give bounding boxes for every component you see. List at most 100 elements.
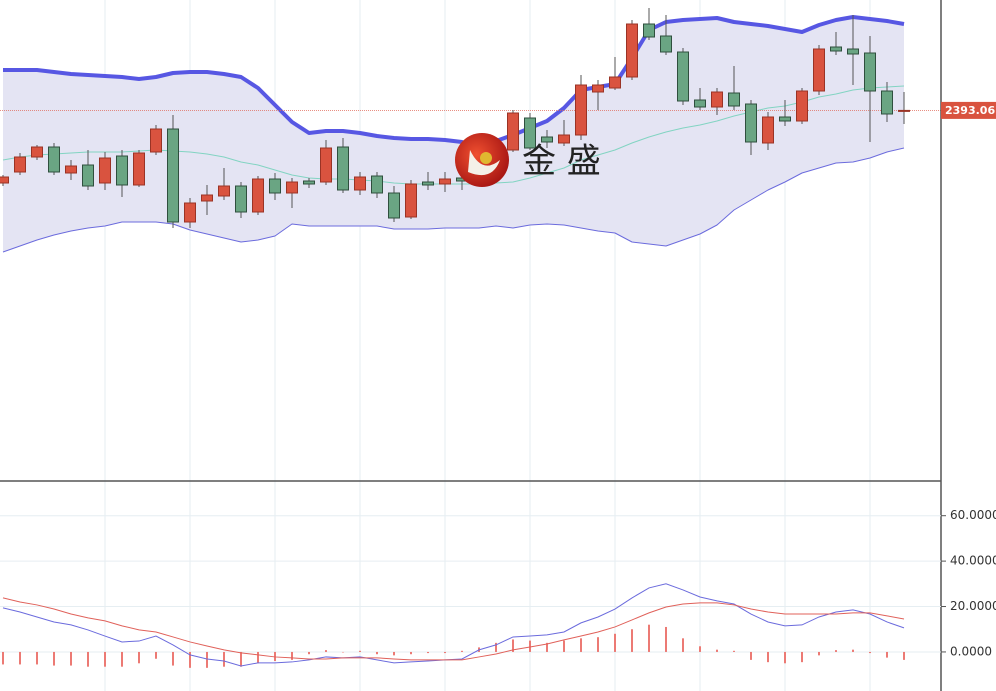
candle-body	[99, 157, 111, 184]
candle-body	[405, 183, 417, 218]
logo: 金 盛	[455, 133, 601, 187]
candle-body	[14, 156, 26, 173]
histogram-bar	[444, 651, 446, 654]
candle-body	[847, 48, 859, 55]
candle-body	[881, 90, 893, 115]
histogram-bar	[563, 640, 565, 652]
candle-body	[864, 52, 876, 92]
candle-body	[133, 152, 145, 186]
candle-body	[575, 84, 587, 136]
candle-body	[507, 112, 519, 151]
histogram-bar	[70, 651, 72, 666]
candle-body	[558, 134, 570, 144]
histogram-bar	[631, 629, 633, 652]
y-tick-label: 40.0000	[950, 554, 996, 568]
candle-body	[320, 147, 332, 183]
candle-body	[898, 109, 910, 112]
histogram-bar	[291, 651, 293, 660]
histogram-bar	[461, 650, 463, 652]
histogram-bar	[257, 651, 259, 664]
candle-body	[269, 178, 281, 194]
histogram-bar	[784, 651, 786, 664]
histogram-bar	[206, 651, 208, 668]
candle-body	[626, 23, 638, 78]
histogram-bar	[665, 626, 667, 652]
y-tick-label: 60.0000	[950, 508, 996, 522]
histogram-bar	[546, 642, 548, 652]
candle-body	[201, 194, 213, 202]
histogram-bar	[189, 651, 191, 668]
candle-body	[745, 103, 757, 143]
candle-body	[779, 116, 791, 122]
histogram-bar	[512, 639, 514, 652]
y-tick-label: 20.0000	[950, 599, 996, 613]
histogram-bar	[767, 651, 769, 663]
histogram-bar	[801, 651, 803, 663]
candle-body	[796, 90, 808, 122]
y-tick-label: 0.0000	[950, 644, 992, 658]
candle-body	[48, 146, 60, 173]
macd-panel: 60.0000 40.0000 20.0000 0.0000	[0, 508, 996, 668]
candle-body	[252, 178, 264, 213]
candle-body	[643, 23, 655, 38]
histogram-bar	[410, 651, 412, 655]
candle-body	[116, 155, 128, 186]
price-label-box	[941, 101, 996, 119]
candle-body	[0, 176, 9, 184]
histogram-bar	[580, 638, 582, 652]
band-line	[2, 147, 905, 253]
candle-body	[150, 128, 162, 153]
histogram-bar	[376, 651, 378, 655]
candle-body	[286, 181, 298, 194]
histogram-bar	[716, 649, 718, 652]
candle-body	[677, 51, 689, 102]
histogram-bar	[427, 651, 429, 654]
candle-body	[813, 48, 825, 92]
candle-body	[422, 181, 434, 186]
histogram-bar	[818, 651, 820, 656]
histogram-bar	[750, 651, 752, 660]
candle-body	[660, 35, 672, 53]
candle-body	[184, 202, 196, 223]
histogram-bar	[223, 651, 225, 667]
histogram-bar	[240, 651, 242, 667]
candle-body	[82, 164, 94, 187]
candle-body	[388, 192, 400, 219]
price-label: 2393.06	[945, 104, 995, 117]
candle-body	[303, 180, 315, 185]
histogram-bar	[19, 651, 21, 665]
candle-body	[694, 99, 706, 108]
candle-body	[592, 84, 604, 93]
histogram-bar	[342, 651, 344, 653]
histogram-bar	[903, 651, 905, 660]
histogram-bar	[733, 650, 735, 652]
candle-body	[371, 175, 383, 194]
histogram-bar	[648, 624, 650, 652]
histogram-bar	[495, 642, 497, 652]
watermark: 金 盛	[522, 142, 601, 182]
histogram-bar	[886, 651, 888, 658]
histogram-bar	[104, 651, 106, 667]
histogram-bar	[393, 651, 395, 656]
candle-body	[541, 136, 553, 143]
candle-body	[524, 117, 536, 149]
candle-body	[609, 76, 621, 89]
candle-body	[830, 46, 842, 52]
histogram-bar	[155, 651, 157, 659]
histogram-bar	[121, 651, 123, 667]
candle-body	[65, 165, 77, 174]
histogram-bar	[682, 638, 684, 652]
histogram-bar	[614, 633, 616, 652]
histogram-bar	[53, 651, 55, 666]
histogram-bar	[36, 651, 38, 665]
candle-body	[218, 185, 230, 197]
histogram-bar	[869, 651, 871, 654]
histogram-bar	[2, 651, 4, 665]
candle-body	[711, 91, 723, 108]
histogram-bar	[325, 650, 327, 652]
histogram-bar	[308, 651, 310, 655]
candle-body	[354, 176, 366, 191]
histogram-bar	[359, 650, 361, 652]
histogram-bar	[699, 646, 701, 652]
